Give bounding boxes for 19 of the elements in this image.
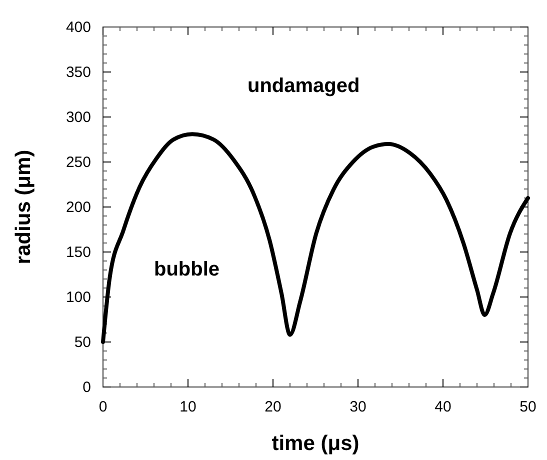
x-tick-label: 30 xyxy=(350,398,366,416)
x-axis-title: time (μs) xyxy=(272,432,360,455)
y-tick-label: 350 xyxy=(66,64,91,81)
x-tick-label: 0 xyxy=(98,398,108,416)
x-tick-label: 20 xyxy=(264,398,282,416)
annotation: undamaged xyxy=(248,74,360,97)
y-tick-label: 400 xyxy=(66,18,91,36)
y-tick-label: 0 xyxy=(82,378,91,396)
y-tick-label: 100 xyxy=(66,288,91,306)
y-tick-label: 150 xyxy=(66,244,91,261)
x-tick-label: 40 xyxy=(434,398,452,416)
y-tick-label: 50 xyxy=(74,334,91,351)
y-tick-label: 200 xyxy=(66,198,91,216)
y-tick-label: 300 xyxy=(66,108,91,126)
x-tick-label: 10 xyxy=(180,398,196,416)
y-axis-title: radius (μm) xyxy=(12,150,35,264)
annotation: bubble xyxy=(154,258,220,280)
y-tick-label: 250 xyxy=(66,154,91,171)
x-tick-label: 50 xyxy=(520,398,536,416)
